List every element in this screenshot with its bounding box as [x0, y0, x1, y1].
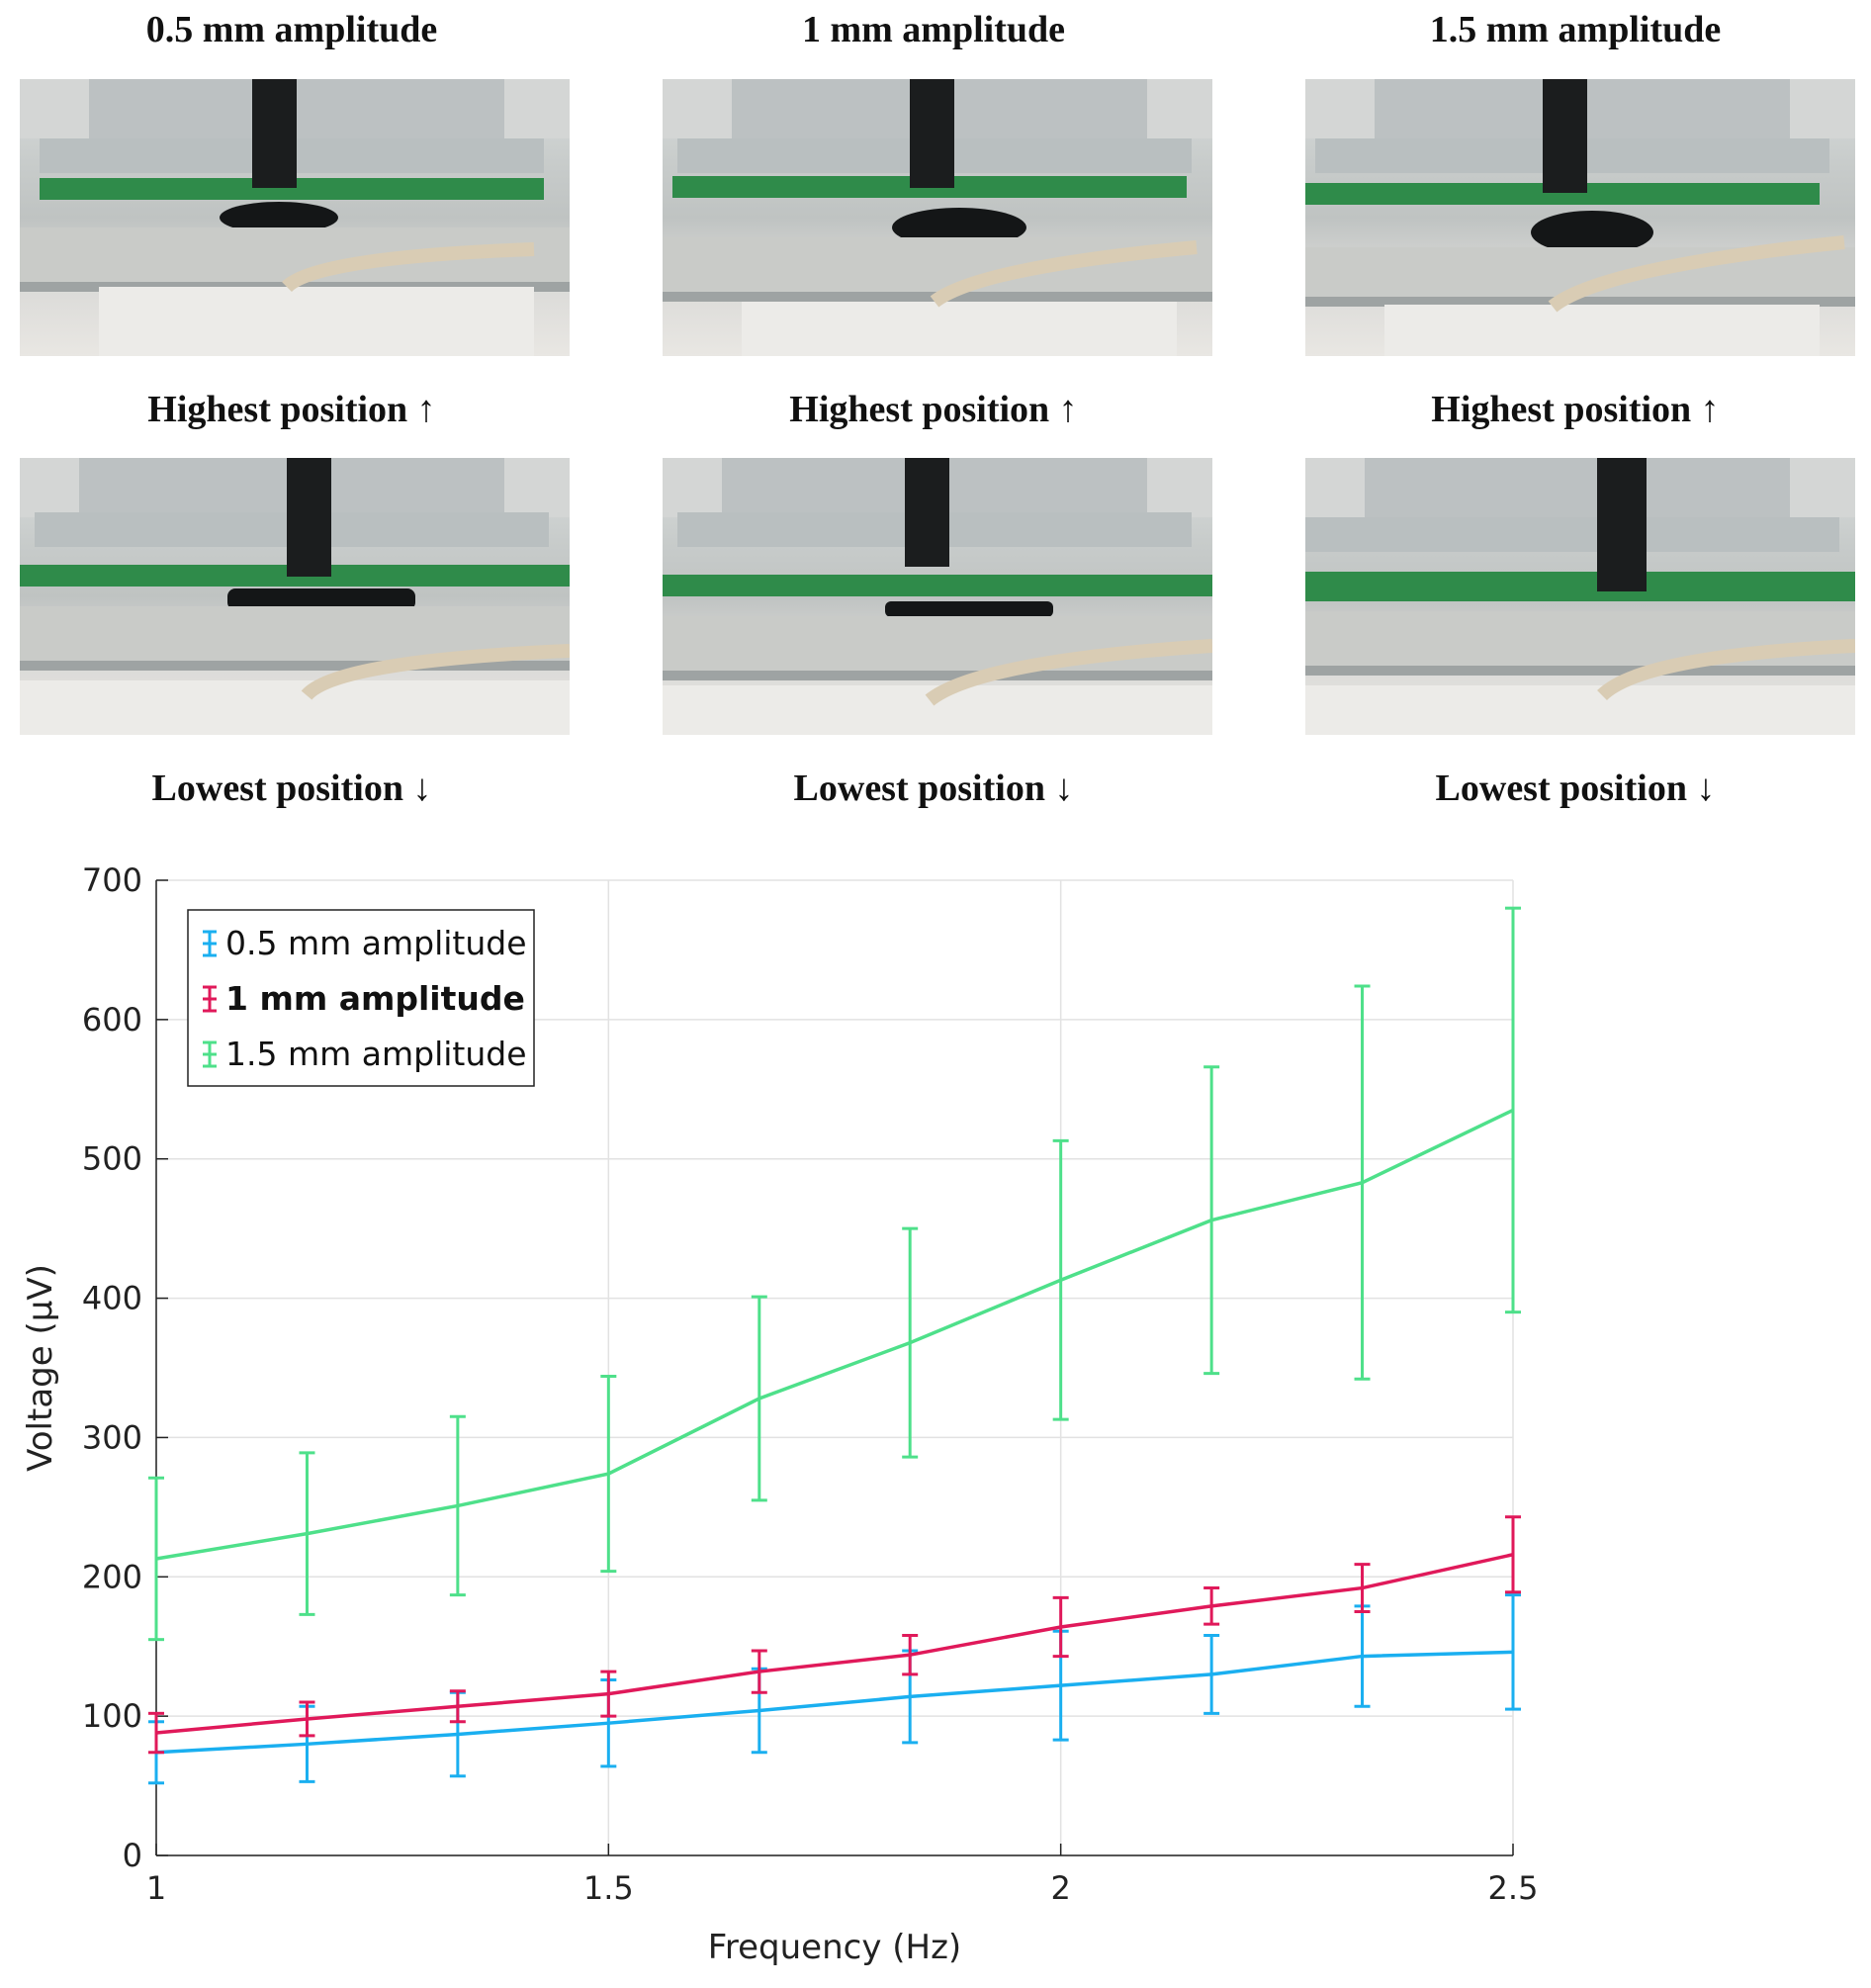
column-title-1: 0.5 mm amplitude: [145, 9, 438, 50]
photo-illustration: [1305, 79, 1855, 356]
column-title-2: 1 mm amplitude: [802, 9, 1065, 50]
series-line: [155, 1553, 1514, 1735]
series-line: [155, 1650, 1514, 1755]
x-tick-label: 2: [1050, 1869, 1070, 1907]
y-tick-label: 300: [82, 1418, 142, 1456]
photo-highest-0-5mm: [20, 79, 570, 356]
y-tick-label: 500: [82, 1140, 142, 1178]
y-tick-label: 0: [123, 1837, 142, 1874]
photo-lowest-0-5mm: [20, 458, 570, 735]
series-line: [155, 1108, 1514, 1561]
y-tick-label: 200: [82, 1558, 142, 1595]
x-tick-label: 2.5: [1488, 1869, 1539, 1907]
photo-lowest-1-5mm: [1305, 458, 1855, 735]
legend-label: 0.5 mm amplitude: [225, 924, 527, 962]
x-axis-label: Frequency (Hz): [708, 1928, 961, 1967]
legend-label: 1.5 mm amplitude: [225, 1035, 527, 1073]
x-tick-label: 1.5: [583, 1869, 634, 1907]
y-tick-label: 400: [82, 1280, 142, 1317]
photo-illustration: [20, 458, 570, 735]
photo-highest-1mm: [663, 79, 1212, 356]
photo-illustration: [663, 458, 1212, 735]
caption-highest-2: Highest position ↑: [789, 389, 1078, 430]
column-title-3: 1.5 mm amplitude: [1429, 9, 1722, 50]
y-tick-label: 700: [82, 861, 142, 899]
caption-lowest-3: Lowest position ↓: [1435, 768, 1716, 809]
legend-label: 1 mm amplitude: [225, 979, 525, 1018]
photo-highest-1-5mm: [1305, 79, 1855, 356]
y-tick-label: 100: [82, 1697, 142, 1735]
caption-highest-3: Highest position ↑: [1431, 389, 1720, 430]
caption-lowest-1: Lowest position ↓: [151, 768, 432, 809]
y-tick-label: 600: [82, 1001, 142, 1039]
caption-highest-1: Highest position ↑: [147, 389, 436, 430]
photo-illustration: [1305, 458, 1855, 735]
caption-lowest-2: Lowest position ↓: [793, 768, 1074, 809]
legend-box: [187, 909, 535, 1087]
photo-illustration: [20, 79, 570, 356]
y-axis-label: Voltage (µV): [21, 1264, 60, 1472]
photo-illustration: [663, 79, 1212, 356]
voltage-frequency-chart: 1 1.5 2 2.5 0 100 200 300 400 500 600 700 Frequency …: [21, 861, 1539, 1967]
photo-lowest-1mm: [663, 458, 1212, 735]
x-tick-label: 1: [146, 1869, 166, 1907]
